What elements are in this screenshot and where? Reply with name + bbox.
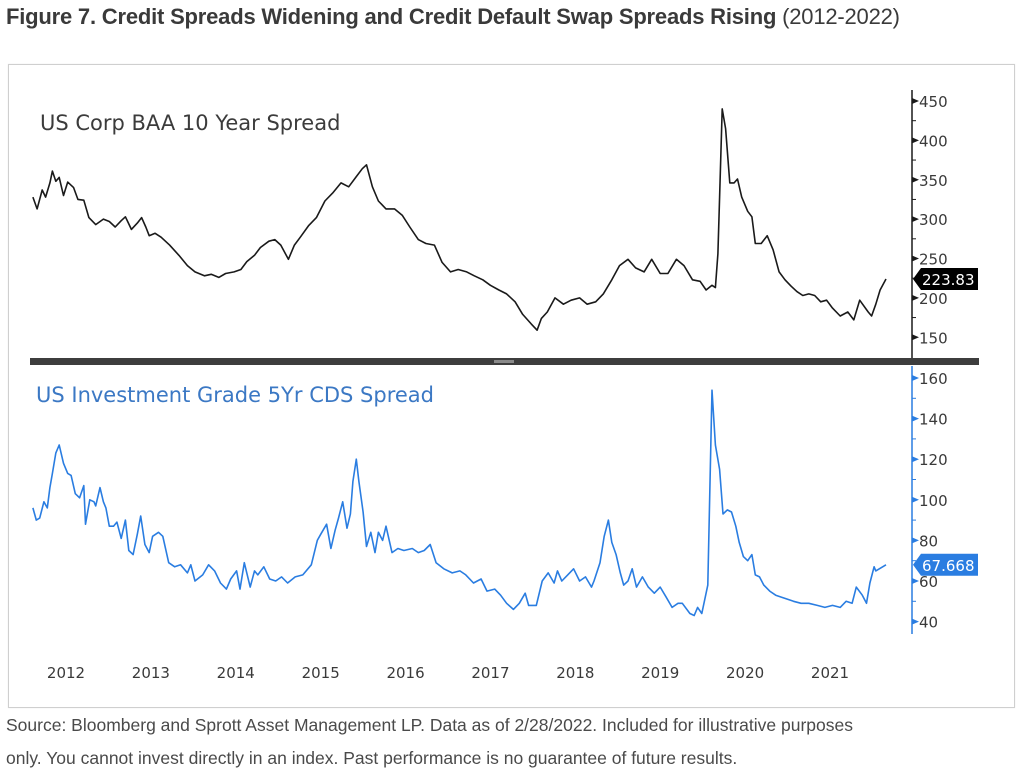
x-tick-label: 2014 xyxy=(217,664,255,682)
cds-y-tick-label: 80 xyxy=(919,532,938,550)
cds-y-tick-marker xyxy=(912,415,919,422)
baa-last-value-label: 223.83 xyxy=(922,271,975,289)
cds-y-tick-label: 120 xyxy=(919,451,948,469)
baa-y-tick-marker xyxy=(912,137,919,144)
baa-y-tick-marker xyxy=(912,334,919,341)
baa-panel-title: US Corp BAA 10 Year Spread xyxy=(40,111,340,135)
baa-y-tick-label: 400 xyxy=(919,132,948,150)
x-tick-label: 2012 xyxy=(47,664,85,682)
panel-divider-grip-icon xyxy=(494,360,514,363)
baa-y-tick-marker xyxy=(912,255,919,262)
cds-y-tick-label: 100 xyxy=(919,492,948,510)
cds-y-tick-label: 60 xyxy=(919,573,938,591)
x-tick-label: 2015 xyxy=(302,664,340,682)
x-tick-label: 2021 xyxy=(811,664,849,682)
baa-y-tick-label: 450 xyxy=(919,93,948,111)
cds-y-tick-label: 140 xyxy=(919,411,948,429)
cds-y-tick-label: 160 xyxy=(919,370,948,388)
cds-panel-title: US Investment Grade 5Yr CDS Spread xyxy=(36,383,434,407)
x-tick-label: 2018 xyxy=(556,664,594,682)
baa-series-line xyxy=(32,108,887,331)
baa-y-tick-marker xyxy=(912,294,919,301)
figure-title: Figure 7. Credit Spreads Widening and Cr… xyxy=(6,4,900,30)
cds-y-tick-marker xyxy=(912,496,919,503)
x-tick-label: 2017 xyxy=(471,664,509,682)
baa-y-tick-label: 350 xyxy=(919,172,948,190)
cds-y-tick-marker xyxy=(912,537,919,544)
baa-y-tick-marker xyxy=(912,98,919,104)
baa-y-tick-label: 200 xyxy=(919,290,948,308)
baa-y-tick-marker xyxy=(912,216,919,223)
baa-y-tick-label: 300 xyxy=(919,211,948,229)
baa-y-tick-marker xyxy=(912,176,919,183)
cds-y-tick-marker xyxy=(912,375,919,381)
chart-frame xyxy=(8,64,1015,708)
cds-y-tick-marker xyxy=(912,618,919,625)
cds-y-tick-marker xyxy=(912,578,919,584)
figure-title-range: (2012-2022) xyxy=(782,4,900,29)
figure-title-main: Figure 7. Credit Spreads Widening and Cr… xyxy=(6,4,777,29)
x-tick-label: 2019 xyxy=(641,664,679,682)
cds-last-value-label: 67.668 xyxy=(922,557,975,575)
caption-line-2: only. You cannot invest directly in an i… xyxy=(6,748,738,768)
x-tick-label: 2020 xyxy=(726,664,764,682)
cds-series-line xyxy=(32,389,887,617)
cds-last-value-badge xyxy=(913,553,978,576)
cds-y-tick-label: 40 xyxy=(919,614,938,632)
baa-last-value-badge xyxy=(913,267,978,290)
cds-y-tick-marker xyxy=(912,456,919,463)
baa-y-tick-label: 150 xyxy=(919,329,948,347)
caption-line-1: Source: Bloomberg and Sprott Asset Manag… xyxy=(6,715,853,735)
x-tick-label: 2016 xyxy=(386,664,424,682)
baa-y-tick-label: 250 xyxy=(919,251,948,269)
x-tick-label: 2013 xyxy=(132,664,170,682)
